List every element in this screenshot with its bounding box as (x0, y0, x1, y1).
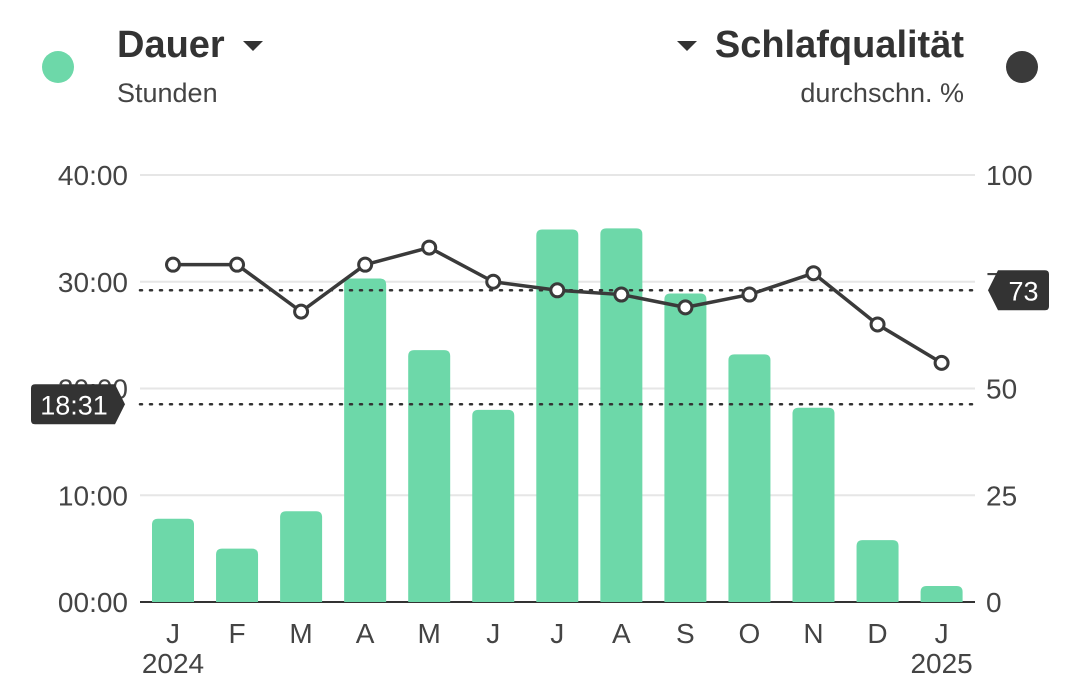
quality-point (485, 273, 502, 290)
quality-point (613, 286, 630, 303)
y-left-tick-label: 30:00 (58, 267, 128, 298)
y-right-tick-label: 0 (986, 587, 1002, 618)
duration-bar (216, 548, 259, 602)
caret-down-icon (676, 40, 697, 51)
quality-point (677, 299, 694, 316)
x-tick-label: J (166, 618, 180, 649)
duration-bar (600, 228, 643, 602)
x-year-label: 2024 (142, 648, 204, 679)
x-tick-label: J (550, 618, 564, 649)
y-left-tick-label: 00:00 (58, 587, 128, 618)
duration-metric-title: Dauer (117, 24, 225, 66)
x-tick-label: F (228, 618, 245, 649)
quality-average-badge (988, 270, 1049, 311)
x-tick-label: J (486, 618, 500, 649)
quality-point (805, 265, 822, 282)
x-year-label: 2025 (910, 648, 972, 679)
quality-point (421, 239, 438, 256)
duration-average-badge (31, 384, 125, 425)
quality-unit-label: durchschn. % (800, 78, 964, 108)
duration-legend-dot (42, 51, 74, 83)
x-tick-label: M (289, 618, 312, 649)
quality-point (933, 354, 950, 371)
x-tick-label: N (803, 618, 823, 649)
quality-line (165, 239, 950, 371)
quality-point (357, 256, 374, 273)
duration-average-label: 18:31 (40, 390, 108, 420)
duration-bar (792, 407, 835, 602)
average-badges: 18:31 73 (31, 270, 1049, 425)
quality-metric-title: Schlafqualität (714, 24, 964, 66)
quality-point (165, 256, 181, 273)
duration-bar (728, 354, 771, 602)
average-lines (138, 289, 977, 406)
y-right-tick-label: 25 (986, 480, 1017, 511)
y-left-tick-label: 40:00 (58, 160, 128, 191)
duration-bars (152, 228, 963, 602)
x-tick-label: A (612, 618, 631, 649)
duration-bar (856, 540, 899, 602)
duration-bar (472, 409, 515, 602)
duration-metric-selector[interactable]: Dauer (117, 24, 263, 67)
duration-bar (408, 350, 451, 602)
duration-unit-label: Stunden (117, 78, 218, 108)
quality-average-label: 73 (1008, 276, 1038, 306)
y-left-tick-label: 10:00 (58, 480, 128, 511)
duration-bar (152, 518, 194, 602)
duration-bar (280, 511, 323, 602)
duration-bar (344, 278, 387, 602)
x-tick-label: O (739, 618, 761, 649)
quality-point (869, 316, 886, 333)
quality-point (293, 303, 310, 320)
quality-metric-selector[interactable]: Schlafqualität (676, 24, 964, 67)
x-tick-label: A (356, 618, 375, 649)
quality-point (741, 286, 758, 303)
quality-point (229, 256, 246, 273)
x-tick-label: D (867, 618, 887, 649)
duration-bar (664, 293, 707, 602)
duration-bar (920, 585, 963, 602)
quality-legend-dot (1006, 51, 1038, 83)
x-tick-label: M (418, 618, 441, 649)
y-right-tick-label: 100 (986, 160, 1033, 191)
duration-bar (536, 229, 579, 602)
x-tick-label: S (676, 618, 695, 649)
y-right-tick-label: 50 (986, 374, 1017, 405)
quality-point (549, 282, 566, 299)
x-tick-label: J (935, 618, 949, 649)
caret-down-icon (242, 40, 263, 51)
